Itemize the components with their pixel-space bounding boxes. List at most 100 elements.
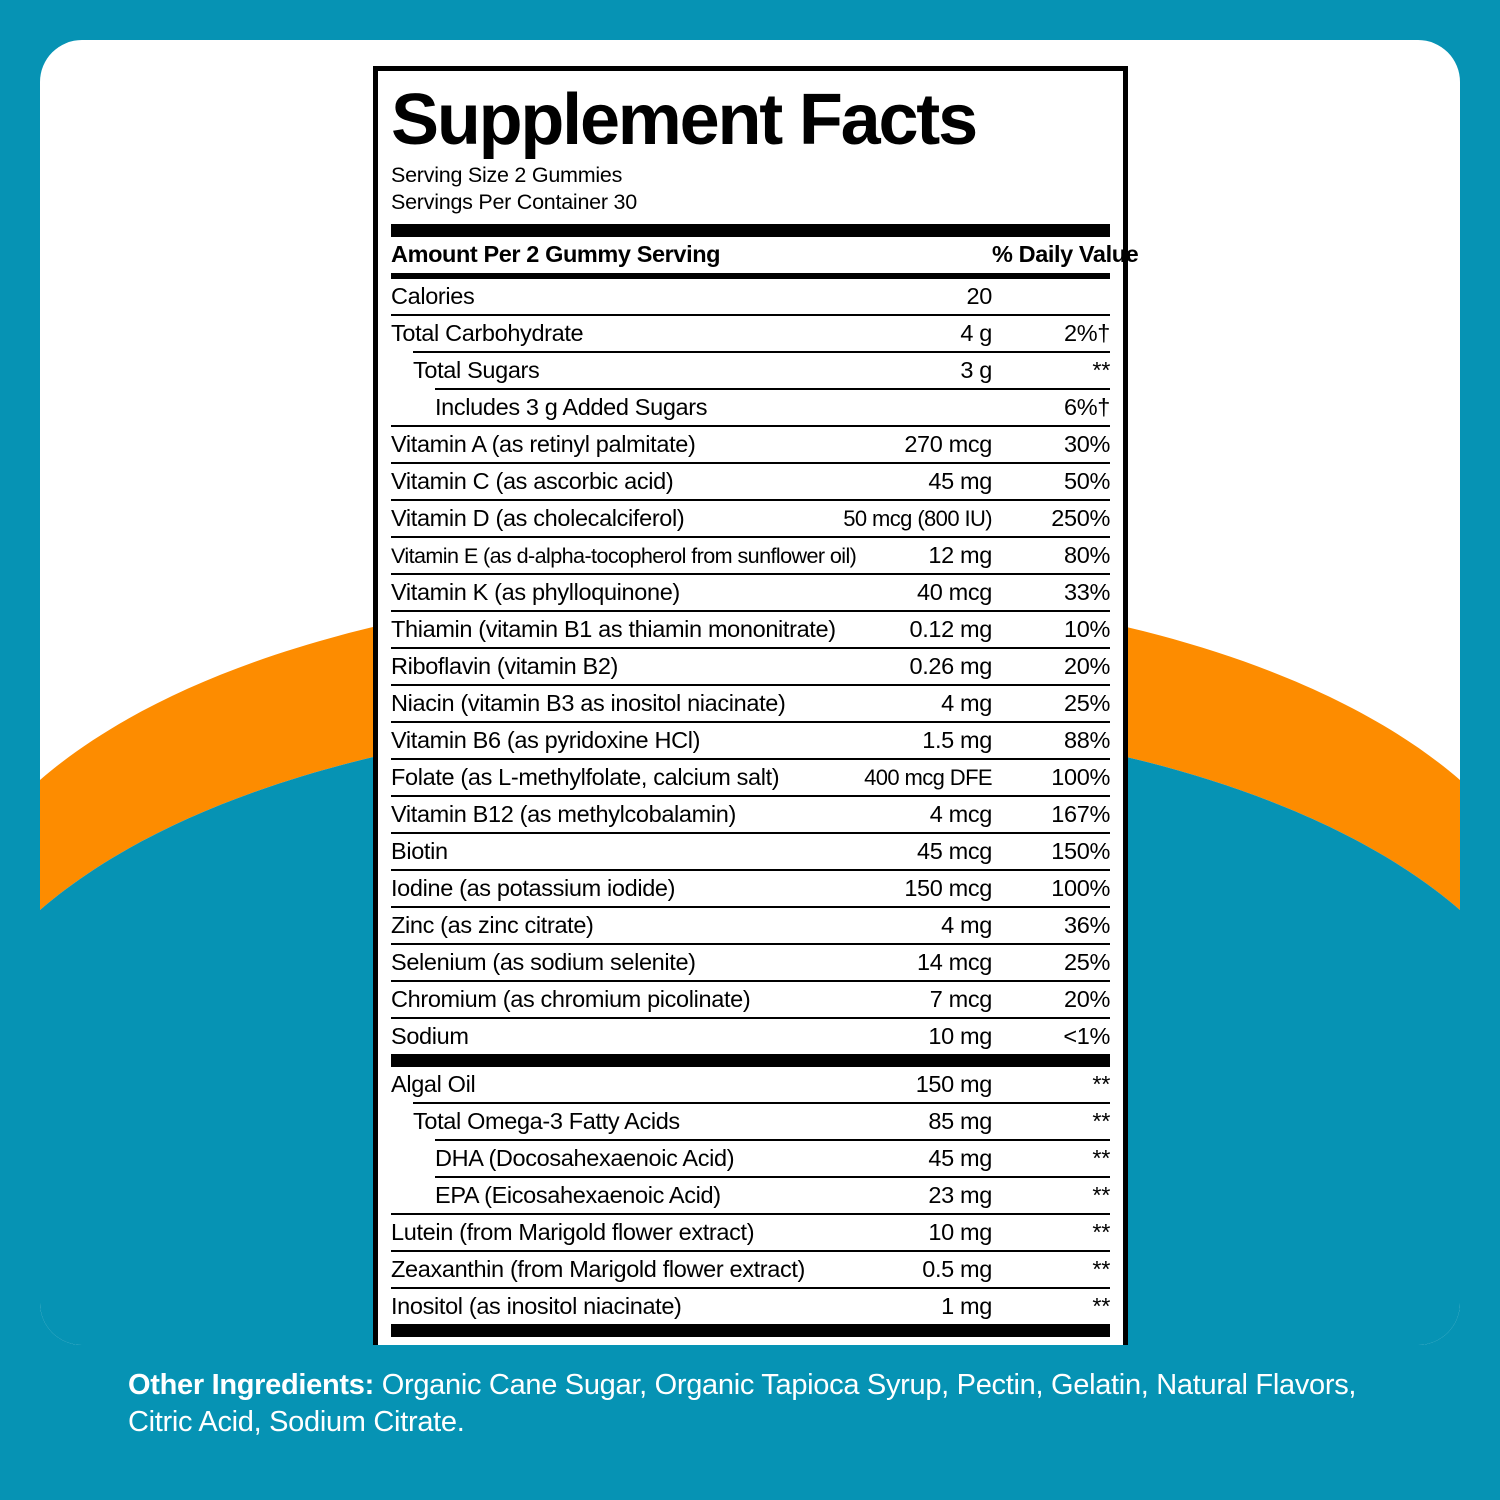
table-row: Vitamin B12 (as methylcobalamin) 4 mcg 167… [391,797,1110,832]
supplement-facts-panel: Supplement Facts Serving Size 2 Gummies … [373,66,1139,1345]
separator-line [391,536,1110,539]
nutrient-daily-value: ** [1092,1108,1110,1135]
nutrient-name: Vitamin E (as d-alpha-tocopherol from su… [391,543,857,569]
nutrient-name: Niacin (vitamin B3 as inositol niacinate… [391,690,786,717]
table-row: Zeaxanthin (from Marigold flower extract… [391,1252,1110,1287]
table-row: Calories 20 [391,279,1110,314]
table-header-row: Amount Per 2 Gummy Serving % Daily Value [391,237,1139,273]
row-separator-cell [391,684,1110,687]
nutrient-name: Biotin [391,838,448,865]
nutrient-daily-value: 30% [1064,431,1110,458]
nutrient-daily-value: 100% [1051,764,1110,791]
nutrient-daily-value: 20% [1064,653,1110,680]
nutrient-daily-value: 6%† [1064,394,1110,421]
separator-line [413,1102,1110,1105]
nutrient-daily-value: 50% [1064,468,1110,495]
row-separator-cell [391,647,1110,650]
row-separator [391,943,1110,946]
separator-line [391,943,1110,946]
nutrient-name: Total Omega-3 Fatty Acids [413,1108,680,1135]
nutrient-name: Folate (as L-methylfolate, calcium salt) [391,764,780,791]
table-row: Riboflavin (vitamin B2) 0.26 mg 20% [391,649,1110,684]
row-separator [391,351,1110,354]
nutrient-daily-value: ** [1092,1145,1110,1172]
nutrient-amount: 4 g [960,320,992,347]
nutrient-daily-value: 33% [1064,579,1110,606]
nutrient-daily-value: 80% [1064,542,1110,569]
separator-line [391,832,1110,835]
amount-header: Amount Per 2 Gummy Serving [391,241,721,268]
nutrient-daily-value: ** [1092,1256,1110,1283]
row-separator-cell [391,499,1110,502]
serving-size: Serving Size 2 Gummies [391,162,623,187]
separator-line [391,1250,1110,1253]
other-ingredients-label: Other Ingredients: [128,1369,374,1401]
footnotes: † Percent Daily Values are based on a 2,… [391,1337,1110,1345]
separator-line [391,684,1110,687]
table-row: Inositol (as inositol niacinate) 1 mg ** [391,1289,1110,1324]
table-row: Niacin (vitamin B3 as inositol niacinate… [391,686,1110,721]
nutrient-name: Total Sugars [413,357,540,384]
separator-line [391,758,1110,761]
row-separator [391,425,1110,428]
nutrient-daily-value: 100% [1051,875,1110,902]
row-separator-cell [391,721,1110,724]
nutrient-amount: 10 mg [928,1219,992,1246]
other-ingredients: Other Ingredients: Organic Cane Sugar, O… [128,1367,1388,1440]
nutrient-daily-value: 88% [1064,727,1110,754]
nutrient-daily-value: ** [1092,1182,1110,1209]
other-ingredients-text: Organic Cane Sugar, Organic Tapioca Syru… [128,1369,1357,1438]
nutrient-name: Zinc (as zinc citrate) [391,912,594,939]
separator-line [391,462,1110,465]
separator-line [435,388,1110,391]
footnote-dagger: † Percent Daily Values are based on a 2,… [391,1343,1110,1345]
nutrient-amount: 50 mcg (800 IU) [843,506,992,532]
amount-header-spacer [802,237,992,273]
nutrient-amount: 400 mcg DFE [864,765,993,791]
daily-value-header: % Daily Value [992,241,1139,268]
nutrient-amount: 12 mg [928,542,992,569]
nutrient-amount: 40 mcg [917,579,992,606]
separator-line [391,573,1110,576]
nutrient-amount: 1.5 mg [922,727,992,754]
nutrient-amount: 14 mcg [917,949,992,976]
separator-line [391,1017,1110,1020]
nutrient-name: Lutein (from Marigold flower extract) [391,1219,755,1246]
nutrition-table-secondary: Algal Oil 150 mg ** Total Omega-3 Fatty Aci… [391,1067,1110,1324]
row-separator-cell [391,425,1110,428]
row-separator [391,684,1110,687]
separator-line [391,314,1110,317]
nutrient-daily-value: ** [1092,357,1110,384]
nutrient-name: Vitamin D (as cholecalciferol) [391,505,685,532]
nutrient-daily-value: 20% [1064,986,1110,1013]
row-separator [391,832,1110,835]
row-separator [391,906,1110,909]
table-row: Biotin 45 mcg 150% [391,834,1110,869]
nutrient-amount: 23 mg [928,1182,992,1209]
nutrient-daily-value: <1% [1063,1023,1110,1050]
nutrient-name: Algal Oil [391,1071,476,1098]
separator-line [391,906,1110,909]
divider-under-header [391,273,1110,280]
nutrient-amount: 0.5 mg [922,1256,992,1283]
row-separator [391,1250,1110,1253]
nutrient-daily-value: 10% [1064,616,1110,643]
row-separator-cell [391,795,1110,798]
table-row: Vitamin C (as ascorbic acid) 45 mg 50% [391,464,1110,499]
nutrient-daily-value: 36% [1064,912,1110,939]
nutrient-amount: 45 mg [928,468,992,495]
nutrient-name: Vitamin B6 (as pyridoxine HCl) [391,727,701,754]
row-separator [391,1176,1110,1179]
row-separator [391,1287,1110,1290]
nutrient-daily-value: 167% [1051,801,1110,828]
row-separator [391,388,1110,391]
table-row: Lutein (from Marigold flower extract) 10 … [391,1215,1110,1250]
nutrient-daily-value: ** [1092,1071,1110,1098]
table-row: Thiamin (vitamin B1 as thiamin mononitra… [391,612,1110,647]
table-row: DHA (Docosahexaenoic Acid) 45 mg ** [391,1141,1110,1176]
table-row: Vitamin K (as phylloquinone) 40 mcg 33% [391,575,1110,610]
row-separator-cell [391,1017,1110,1020]
nutrient-daily-value: 25% [1064,949,1110,976]
separator-line [391,499,1110,502]
